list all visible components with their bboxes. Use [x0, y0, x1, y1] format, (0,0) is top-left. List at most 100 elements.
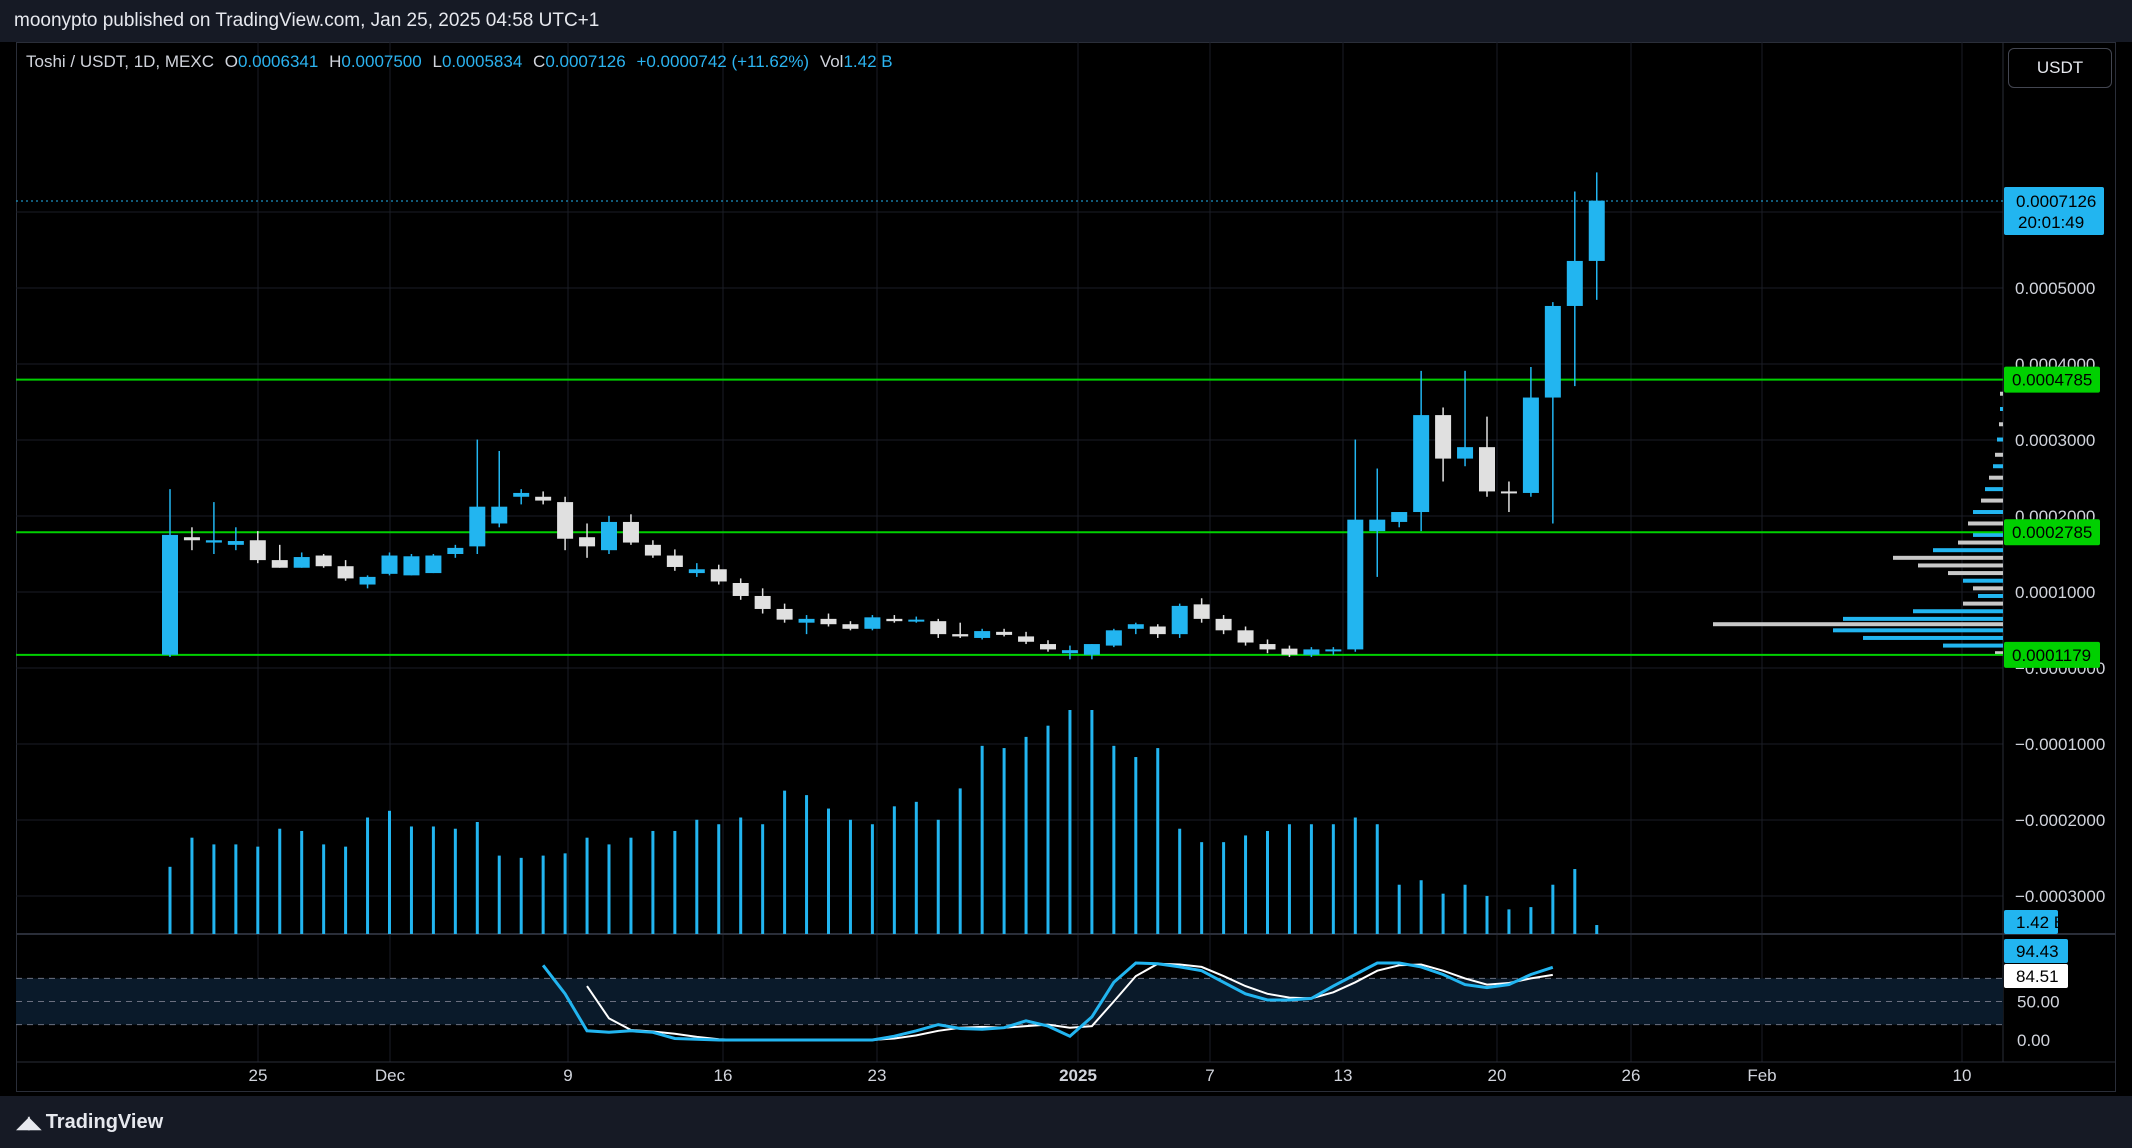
candle-body [1544, 305, 1561, 398]
candle-body [381, 555, 398, 574]
osc-axis-label: 50.00 [2017, 993, 2060, 1012]
candle-body [1127, 624, 1144, 629]
osc-k-value: 94.43 [2016, 942, 2059, 961]
chart-area[interactable] [16, 42, 2116, 1092]
price-axis-label: −0.0003000 [2015, 887, 2105, 906]
volume-bar [1200, 842, 1204, 934]
volume-profile-bar [1843, 616, 2003, 621]
volume-bar [673, 830, 677, 934]
volume-bar [739, 817, 743, 934]
volume-bar [344, 846, 348, 934]
volume-bar [234, 844, 238, 934]
volume-bar [892, 806, 896, 934]
candle-body [1215, 618, 1232, 631]
candle-body [513, 492, 530, 497]
level-tag [2004, 519, 2100, 546]
candle-body [1083, 644, 1100, 655]
volume-bar [300, 830, 304, 934]
volume-profile-bar [1933, 548, 2003, 553]
candle-body [1522, 397, 1539, 493]
volume-profile-bar [2000, 406, 2003, 411]
volume-bar [783, 790, 787, 934]
candle-body [491, 506, 508, 524]
symbol-name: Toshi / USDT, 1D, MEXC [26, 52, 214, 71]
volume-profile-bar [1863, 635, 2003, 640]
price-axis-label: −0.0002000 [2015, 811, 2105, 830]
time-axis-label: 10 [1953, 1066, 1972, 1085]
volume-profile-bar [1963, 601, 2003, 606]
volume-bar [409, 826, 413, 934]
candle-body [579, 537, 596, 547]
volume-profile-bar [1985, 487, 2003, 492]
volume-bar [1507, 909, 1511, 934]
volume-bar [1244, 835, 1248, 934]
candle-body [162, 534, 178, 655]
candle-body [425, 555, 442, 574]
volume-bar [1178, 828, 1182, 934]
volume-bar [278, 828, 282, 934]
candle-body [688, 569, 705, 574]
volume-profile-bar [1963, 578, 2003, 583]
volume-profile-bar [1973, 510, 2003, 515]
volume-bar [1551, 884, 1555, 934]
bar-countdown: 20:01:49 [2018, 213, 2084, 232]
volume-bar [717, 824, 721, 934]
volume-bar [1331, 824, 1335, 934]
volume-bar [1156, 748, 1160, 934]
time-axis-label: 7 [1205, 1066, 1214, 1085]
candle-body [359, 576, 376, 585]
volume-bar [1397, 884, 1401, 934]
osc-d-tag [2004, 964, 2068, 988]
candle-body [183, 537, 200, 541]
candle-body [1281, 648, 1298, 655]
volume-profile-bar [1989, 475, 2003, 480]
volume-profile-bar [1999, 422, 2003, 427]
volume-bar [366, 817, 370, 934]
volume-bar [322, 844, 326, 934]
candle-body [798, 618, 815, 623]
candle-body [1237, 630, 1254, 643]
volume-tag-value: 1.42 B [2016, 913, 2065, 932]
candle-body [601, 521, 617, 551]
volume-profile-bar [1943, 643, 2003, 648]
volume-bar [936, 819, 940, 934]
candle-body [535, 496, 552, 501]
high-value: 0.0007500 [341, 52, 422, 71]
price-axis-label: 0.0005000 [2015, 279, 2095, 298]
volume-profile-bar [1913, 609, 2003, 614]
volume-profile-bar [1973, 532, 2003, 537]
volume-bar [431, 826, 435, 934]
candle-body [820, 618, 837, 625]
last-price-value: 0.0007126 [2016, 192, 2096, 211]
candle-body [864, 617, 881, 629]
volume-profile-bar [1978, 593, 2003, 598]
candle-body [996, 631, 1013, 635]
currency-button[interactable]: USDT [2008, 48, 2112, 88]
candle-body [227, 541, 244, 545]
price-axis-label: 0.0003000 [2015, 431, 2095, 450]
volume-bar [168, 866, 172, 934]
candle-body [754, 595, 771, 609]
tradingview-logo[interactable]: ◢◣ TradingView [16, 1111, 163, 1134]
candle-body [271, 560, 288, 568]
volume-bar [1441, 893, 1445, 934]
footer-bar [0, 1096, 2132, 1148]
candle-body [1105, 630, 1122, 646]
volume-bar [1287, 824, 1291, 934]
volume-bar [1573, 869, 1577, 934]
candle-body [1457, 447, 1474, 459]
volume-profile-bar [1893, 555, 2003, 560]
candle-body [952, 634, 969, 637]
volume-bar [1090, 710, 1094, 934]
time-axis-label: 26 [1622, 1066, 1641, 1085]
volume-bar [827, 808, 830, 934]
volume-bar [1309, 824, 1313, 934]
volume-profile-bar [1973, 586, 2003, 591]
candle-body [403, 556, 420, 576]
osc-d-value: 84.51 [2016, 967, 2059, 986]
volume-bar [1134, 757, 1138, 934]
candle-body [205, 540, 222, 543]
time-axis-label: 23 [868, 1066, 887, 1085]
candle-body [1171, 605, 1188, 635]
